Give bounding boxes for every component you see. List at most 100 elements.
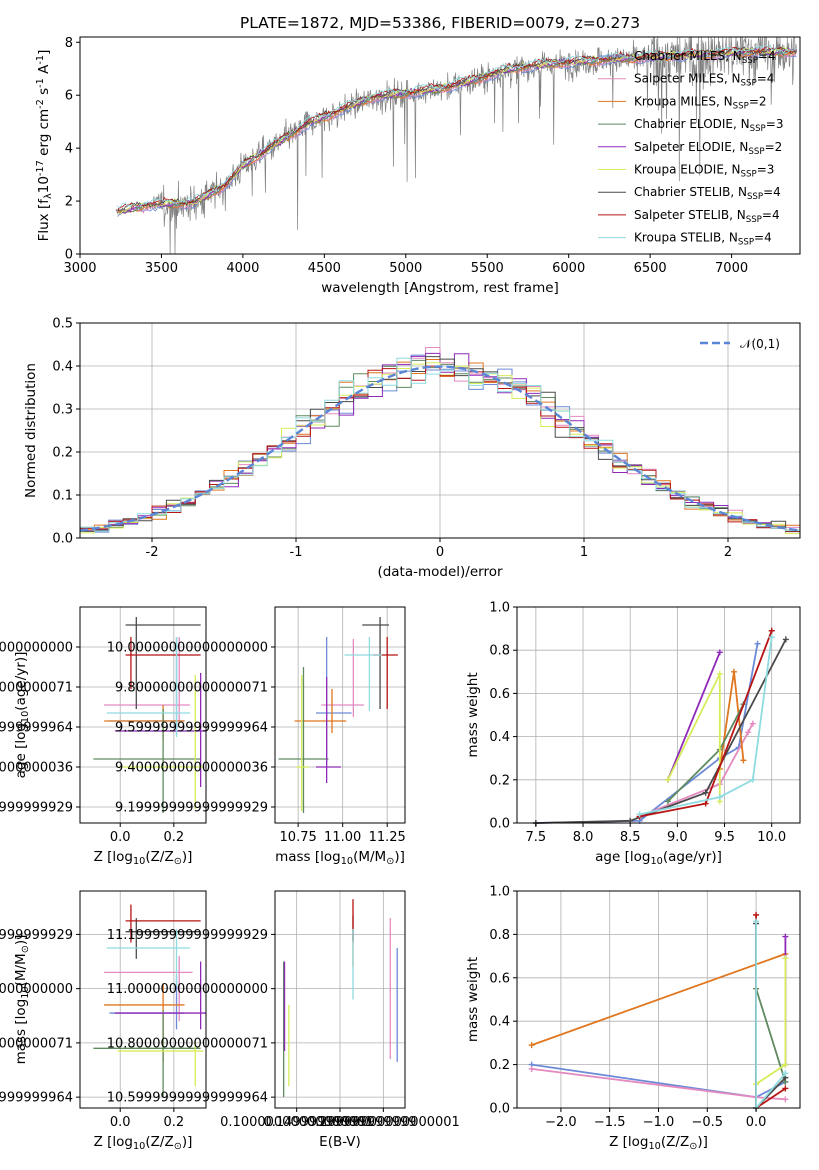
error-bar-point <box>278 667 329 813</box>
y-tick-label: 9.59999999999999964 <box>115 721 268 736</box>
mass-weight-marker <box>740 757 747 764</box>
y-axis-label: Flux [fλ10-17 erg cm-2 s-1 A-1] <box>35 50 54 242</box>
y-tick-label: 0.4 <box>489 730 510 745</box>
mass-weight-marker <box>664 776 671 783</box>
y-tick-label: 9.19999999999999929 <box>115 801 268 816</box>
error-bar-point <box>93 1010 201 1098</box>
x-axis-label: (data-model)/error <box>377 564 503 580</box>
y-tick-label: 10.80000000000000071 <box>107 1036 268 1051</box>
mass-weight-marker <box>753 918 760 925</box>
y-axis-label: age [log10(age/yr)] <box>13 652 31 779</box>
y-tick-label: 0.5 <box>52 317 73 332</box>
histogram-legend: 𝒩(0,1) <box>700 337 780 351</box>
y-tick-label: 0.2 <box>489 1058 510 1073</box>
x-tick-label: 0.2 <box>163 1115 184 1130</box>
error-bar-point <box>296 675 309 811</box>
x-tick-label: 3000 <box>63 261 96 276</box>
x-tick-label: 5500 <box>471 261 504 276</box>
legend-entry: Chabrier MILES, NSSP=4 <box>634 49 776 66</box>
x-tick-label: −0.5 <box>692 1115 724 1130</box>
error-bar-point <box>104 637 190 721</box>
spectrum-panel: 3000 3500 4000 4500 5000 5500 6000 6500 7000 0 2 4 6… <box>35 36 801 296</box>
mass-vs-ebv-panel: 0.100000000000000010.149999999999999990.… <box>107 890 460 1150</box>
error-bar-point <box>114 961 206 1030</box>
x-axis-label: wavelength [Angstrom, rest frame] <box>321 280 559 296</box>
x-tick-label: 0.0 <box>746 1115 767 1130</box>
y-tick-label: 11.00000000000000000 <box>0 982 73 997</box>
model-spectrum-line <box>117 44 797 209</box>
y-tick-label: 11.00000000000000000 <box>107 982 268 997</box>
x-tick-label: 10.75 <box>280 830 317 845</box>
error-bar-point <box>93 709 201 813</box>
x-tick-label: -2 <box>146 545 159 560</box>
mass-weight-marker <box>754 640 761 647</box>
legend-entry: Kroupa ELODIE, NSSP=3 <box>634 163 774 180</box>
axes-frame <box>274 890 406 1109</box>
error-bar-point <box>125 918 201 959</box>
mass-weight-vs-metallicity-panel: −2.0 −1.5 −1.0 −0.5 0.0 0.0 0.2 0.4 0.6 0.8 1.0 Z [… <box>465 885 801 1152</box>
error-bar-point <box>117 675 204 809</box>
x-tick-label: 0.20000000000000001 <box>307 1115 460 1130</box>
axes-frame <box>79 890 207 1109</box>
y-tick-label: 10.00000000000000000 <box>107 641 268 656</box>
x-tick-label: 6000 <box>552 261 585 276</box>
error-bar-point <box>125 617 201 709</box>
x-tick-label: −2.0 <box>545 1115 577 1130</box>
x-tick-label: 0.2 <box>163 830 184 845</box>
y-tick-label: 1.0 <box>489 601 510 616</box>
x-axis-label: Z [log10(Z/Z⊙)] <box>94 1134 193 1152</box>
mass-weight-marker <box>749 720 756 727</box>
error-bar-point <box>344 637 382 711</box>
y-axis-label: Normed distribution <box>23 363 39 498</box>
x-tick-label: 11.25 <box>369 830 406 845</box>
x-tick-label: 4500 <box>308 261 341 276</box>
mass-weight-marker <box>745 729 752 736</box>
plot-area <box>93 904 206 1098</box>
mass-weight-line <box>667 652 721 781</box>
x-tick-label: 7.5 <box>526 830 547 845</box>
spectrum-legend: Chabrier MILES, NSSP=4 Salpeter MILES, NS… <box>598 49 783 248</box>
mass-weight-marker <box>664 798 671 805</box>
x-tick-label: 1 <box>580 545 588 560</box>
legend-entry: 𝒩(0,1) <box>740 337 780 351</box>
x-tick-label: 7000 <box>715 261 748 276</box>
y-axis-label: mass [log10(M/M⊙)] <box>13 935 31 1065</box>
y-tick-label: 0.3 <box>52 403 73 418</box>
y-tick-label: 9.40000000000000036 <box>115 761 268 776</box>
plot-area <box>93 617 206 813</box>
mass-weight-marker <box>716 794 723 801</box>
axes-frame <box>79 36 801 255</box>
x-tick-label: 4000 <box>226 261 259 276</box>
y-tick-label: 0.0 <box>489 1102 510 1117</box>
mass-weight-marker <box>782 1070 789 1077</box>
mass-weight-marker <box>716 670 723 677</box>
x-tick-label: 5000 <box>389 261 422 276</box>
plot-area <box>115 36 797 255</box>
y-tick-label: 0.0 <box>52 532 73 547</box>
age-vs-metallicity-panel: 0.0 0.2 9.19999999999999929 9.4000000000000… <box>0 606 207 867</box>
x-tick-label: 0.0 <box>110 830 131 845</box>
x-tick-label: 3500 <box>145 261 178 276</box>
error-bar-point <box>125 904 201 943</box>
x-tick-label: −1.5 <box>594 1115 626 1130</box>
age-vs-mass-panel: 10.75 11.00 11.25 9.19999999999999929 9.4000… <box>107 606 406 867</box>
axes-frame <box>274 606 406 824</box>
x-axis-label: Z [log10(Z/Z⊙)] <box>609 1134 708 1152</box>
mass-weight-marker <box>749 776 756 783</box>
x-axis-label: E(B-V) <box>319 1134 361 1150</box>
mass-weight-marker <box>702 789 709 796</box>
y-tick-label: 11.19999999999999929 <box>0 928 73 943</box>
mass-weight-line <box>639 637 773 816</box>
x-tick-label: 2 <box>724 545 732 560</box>
y-tick-label: 6 <box>65 89 73 104</box>
x-tick-label: −1.0 <box>643 1115 675 1130</box>
mass-weight-marker <box>782 636 789 643</box>
error-bar-point <box>114 673 206 787</box>
plot-area <box>278 617 398 813</box>
y-tick-label: 2 <box>65 195 73 210</box>
x-tick-label: 10.0 <box>757 830 786 845</box>
mass-weight-line <box>755 988 787 1083</box>
model-spectrum-line <box>117 46 797 212</box>
x-tick-label: -1 <box>290 545 303 560</box>
axes-frame <box>516 890 801 1109</box>
